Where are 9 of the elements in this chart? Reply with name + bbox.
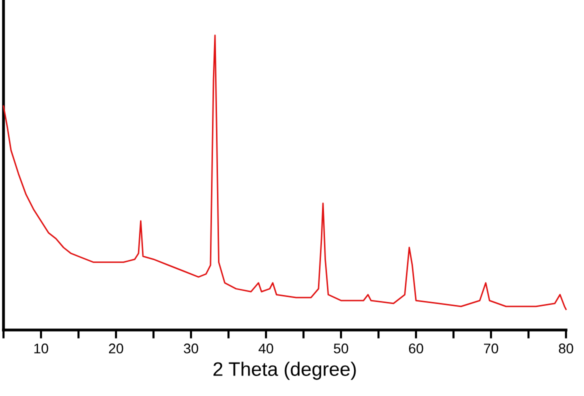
x-tick-label: 50 bbox=[334, 344, 348, 354]
x-tick-label: 40 bbox=[258, 344, 274, 354]
x-tick-label: 60 bbox=[408, 344, 424, 354]
x-tick-label: 70 bbox=[484, 344, 498, 354]
x-tick-label: 20 bbox=[108, 344, 124, 354]
x-tick-label: 80 bbox=[558, 344, 574, 354]
x-tick-label: 30 bbox=[184, 344, 198, 354]
x-tick-label: 10 bbox=[34, 344, 48, 354]
x-axis-title: 2 Theta (degree) bbox=[213, 362, 356, 380]
